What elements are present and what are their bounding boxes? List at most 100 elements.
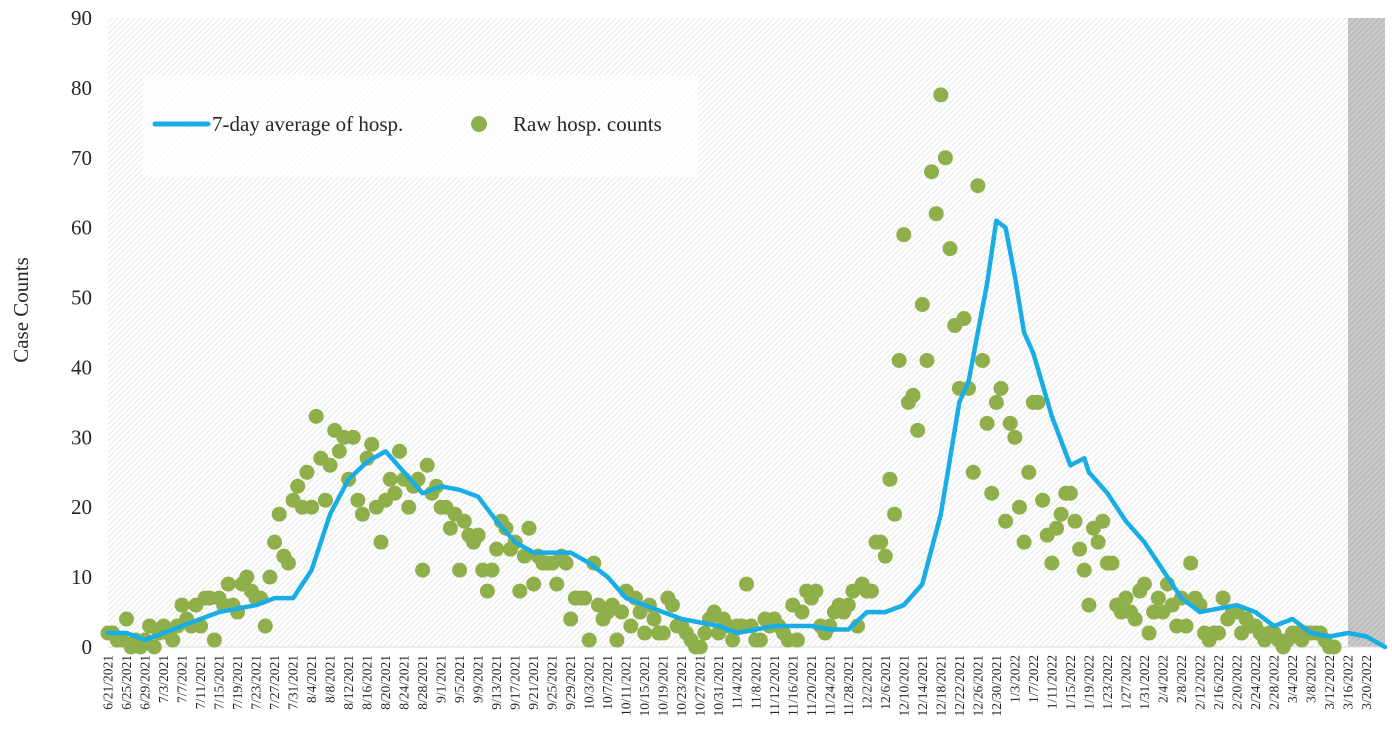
- raw-count-point: [739, 576, 754, 592]
- raw-count-point: [391, 443, 407, 459]
- raw-count-point: [725, 632, 741, 648]
- raw-count-point: [1127, 611, 1143, 627]
- x-tick-label: 8/16/2021: [360, 655, 375, 710]
- x-tick-label: 11/12/2021: [767, 655, 782, 716]
- raw-count-point: [965, 464, 981, 480]
- raw-count-point: [304, 499, 320, 515]
- x-tick-label: 12/2/2021: [859, 655, 874, 710]
- x-tick-label: 2/12/2022: [1192, 655, 1207, 710]
- raw-count-point: [419, 457, 435, 473]
- raw-count-point: [577, 590, 593, 606]
- x-tick-label: 8/24/2021: [397, 655, 412, 710]
- x-tick-label: 1/15/2022: [1063, 655, 1078, 710]
- raw-count-point: [206, 632, 222, 648]
- x-tick-label: 12/6/2021: [878, 655, 893, 710]
- raw-count-point: [220, 576, 236, 592]
- raw-count-point: [655, 625, 671, 641]
- x-tick-label: 10/19/2021: [656, 655, 671, 717]
- x-tick-label: 12/26/2021: [970, 655, 985, 717]
- raw-count-point: [1002, 415, 1018, 431]
- x-tick-label: 3/16/2022: [1340, 655, 1355, 710]
- x-tick-label: 7/23/2021: [249, 655, 264, 710]
- raw-count-point: [1178, 618, 1194, 634]
- raw-count-point: [896, 227, 912, 243]
- raw-count-point: [280, 555, 296, 571]
- raw-count-point: [257, 618, 273, 634]
- raw-count-point: [350, 492, 366, 508]
- raw-count-point: [354, 506, 370, 522]
- raw-count-point: [808, 583, 824, 599]
- raw-count-point: [317, 492, 333, 508]
- raw-count-point: [697, 625, 713, 641]
- x-tick-label: 1/19/2022: [1081, 655, 1096, 710]
- raw-count-point: [933, 87, 949, 103]
- raw-count-point: [609, 632, 625, 648]
- raw-count-point: [271, 506, 287, 522]
- raw-count-point: [401, 499, 417, 515]
- raw-count-point: [382, 471, 398, 487]
- raw-count-point: [979, 415, 995, 431]
- x-tick-label: 11/20/2021: [804, 655, 819, 716]
- raw-count-point: [484, 562, 500, 578]
- x-tick-label: 7/7/2021: [175, 655, 190, 703]
- y-tick-label: 90: [71, 6, 92, 30]
- raw-count-point: [512, 583, 528, 599]
- x-tick-label: 1/27/2022: [1118, 655, 1133, 710]
- raw-count-point: [877, 548, 893, 564]
- x-axis: 6/21/2021 6/25/2021 6/29/2021 7/3/2021 7/7/2…: [101, 646, 1385, 717]
- x-tick-label: 2/4/2022: [1155, 655, 1170, 703]
- x-tick-label: 11/16/2021: [785, 655, 800, 716]
- y-tick-label: 10: [71, 565, 92, 589]
- x-tick-label: 1/7/2022: [1026, 655, 1041, 703]
- x-tick-label: 7/31/2021: [286, 655, 301, 710]
- raw-count-point: [456, 513, 472, 529]
- x-tick-label: 10/31/2021: [711, 655, 726, 717]
- raw-count-point: [998, 513, 1014, 529]
- shaded-region-fill: [1347, 18, 1385, 647]
- raw-count-point: [262, 569, 278, 585]
- raw-count-point: [692, 639, 708, 655]
- raw-count-point: [1215, 590, 1231, 606]
- y-tick-label: 40: [71, 355, 92, 379]
- x-tick-label: 8/28/2021: [415, 655, 430, 710]
- raw-count-point: [299, 464, 315, 480]
- raw-count-point: [1062, 485, 1078, 501]
- seven-day-average-line: [105, 218, 1388, 650]
- raw-count-point: [1007, 429, 1023, 445]
- raw-count-point: [1067, 513, 1083, 529]
- raw-count-point: [1011, 499, 1027, 515]
- raw-count-point: [526, 576, 542, 592]
- raw-count-point: [1048, 520, 1064, 536]
- x-tick-label: 8/4/2021: [304, 655, 319, 703]
- raw-count-point: [1044, 555, 1060, 571]
- y-axis-title: Case Counts: [9, 257, 33, 363]
- raw-count-point: [794, 604, 810, 620]
- x-tick-label: 6/21/2021: [101, 655, 116, 710]
- raw-count-point: [549, 576, 565, 592]
- y-tick-label: 60: [71, 216, 92, 240]
- x-tick-label: 11/24/2021: [822, 655, 837, 716]
- raw-count-point: [1076, 562, 1092, 578]
- raw-count-point: [479, 583, 495, 599]
- x-tick-label: 10/27/2021: [693, 655, 708, 717]
- raw-count-point: [984, 485, 1000, 501]
- x-tick-label: 2/28/2022: [1266, 655, 1281, 710]
- raw-count-point: [970, 178, 986, 194]
- raw-count-point: [905, 387, 921, 403]
- x-tick-label: 12/14/2021: [915, 655, 930, 717]
- raw-count-point: [1183, 555, 1199, 571]
- raw-count-point: [1136, 576, 1152, 592]
- raw-counts-series: [100, 87, 1342, 655]
- x-tick-label: 9/9/2021: [471, 655, 486, 703]
- x-tick-label: 6/29/2021: [138, 655, 153, 710]
- raw-count-point: [956, 311, 972, 327]
- raw-count-point: [516, 548, 532, 564]
- raw-count-point: [364, 436, 380, 452]
- raw-count-point: [891, 352, 907, 368]
- raw-count-point: [1104, 555, 1120, 571]
- raw-count-point: [1030, 394, 1046, 410]
- raw-count-point: [322, 457, 338, 473]
- average-series: [105, 218, 1388, 650]
- x-tick-label: 2/8/2022: [1174, 655, 1189, 703]
